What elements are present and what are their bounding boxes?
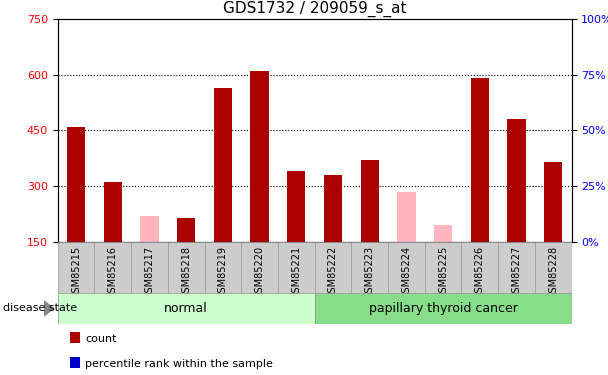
- Bar: [204, 242, 241, 292]
- Bar: [535, 242, 572, 292]
- Text: GSM85219: GSM85219: [218, 246, 228, 299]
- Text: GSM85224: GSM85224: [401, 246, 412, 299]
- Bar: [388, 242, 425, 292]
- Bar: [214, 87, 232, 242]
- Bar: [140, 216, 159, 242]
- Bar: [544, 162, 562, 242]
- Bar: [425, 242, 461, 292]
- Bar: [397, 192, 415, 242]
- Text: GSM85215: GSM85215: [71, 246, 81, 299]
- Bar: [168, 242, 204, 292]
- Bar: [278, 242, 315, 292]
- Text: GSM85226: GSM85226: [475, 246, 485, 299]
- Bar: [471, 78, 489, 242]
- Bar: [361, 160, 379, 242]
- Text: GSM85225: GSM85225: [438, 246, 448, 299]
- Bar: [351, 242, 388, 292]
- Text: GSM85218: GSM85218: [181, 246, 191, 299]
- Text: GSM85223: GSM85223: [365, 246, 375, 299]
- Text: GSM85228: GSM85228: [548, 246, 558, 299]
- Bar: [324, 175, 342, 242]
- Bar: [287, 171, 305, 242]
- Bar: [461, 242, 498, 292]
- Bar: [58, 242, 94, 292]
- Text: GSM85221: GSM85221: [291, 246, 302, 299]
- Bar: [498, 242, 535, 292]
- Bar: [94, 242, 131, 292]
- Bar: [131, 242, 168, 292]
- Text: GSM85220: GSM85220: [255, 246, 264, 299]
- Text: GSM85216: GSM85216: [108, 246, 118, 299]
- Text: disease state: disease state: [3, 303, 77, 313]
- Bar: [241, 242, 278, 292]
- Text: percentile rank within the sample: percentile rank within the sample: [85, 359, 273, 369]
- Text: normal: normal: [164, 302, 208, 315]
- Bar: [507, 119, 526, 242]
- Polygon shape: [44, 300, 55, 317]
- Bar: [250, 71, 269, 242]
- Text: count: count: [85, 334, 117, 344]
- Bar: [315, 242, 351, 292]
- Bar: [103, 182, 122, 242]
- Text: GSM85227: GSM85227: [511, 246, 522, 299]
- Bar: [177, 218, 195, 242]
- Title: GDS1732 / 209059_s_at: GDS1732 / 209059_s_at: [223, 1, 406, 17]
- Bar: [67, 127, 85, 242]
- Bar: [434, 225, 452, 242]
- Text: GSM85222: GSM85222: [328, 246, 338, 299]
- Text: GSM85217: GSM85217: [145, 246, 154, 299]
- Text: papillary thyroid cancer: papillary thyroid cancer: [368, 302, 517, 315]
- Bar: [58, 292, 315, 324]
- Bar: [315, 292, 572, 324]
